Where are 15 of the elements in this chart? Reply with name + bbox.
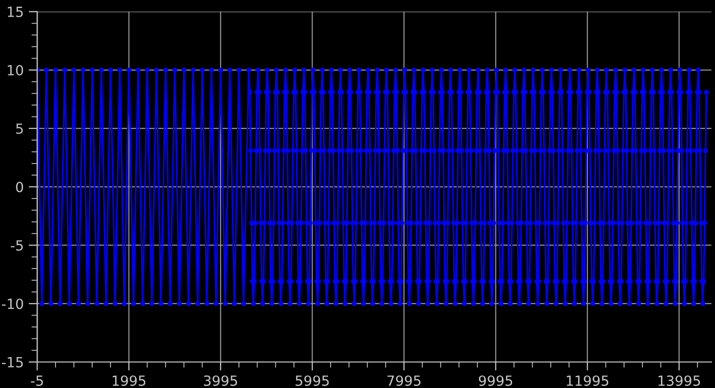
y-tick-label: 0: [16, 182, 24, 192]
x-tick-label: -5: [30, 376, 43, 386]
y-tick-label: -5: [10, 240, 23, 251]
y-tick-label: 10: [8, 65, 24, 76]
y-tick-label: 15: [8, 6, 23, 18]
x-tick-label: 7995: [387, 375, 420, 386]
x-tick-label: 1995: [112, 375, 146, 386]
x-tick-label: 5995: [296, 375, 329, 386]
y-tick-label: -15: [2, 357, 23, 368]
x-tick-label: 11995: [566, 375, 608, 386]
x-tick-label: 9995: [478, 375, 512, 386]
y-tick-label: -10: [2, 298, 24, 310]
x-tick-label: 3995: [204, 375, 238, 386]
x-tick-label: 13995: [658, 375, 700, 386]
y-tick-label: 5: [16, 124, 23, 134]
